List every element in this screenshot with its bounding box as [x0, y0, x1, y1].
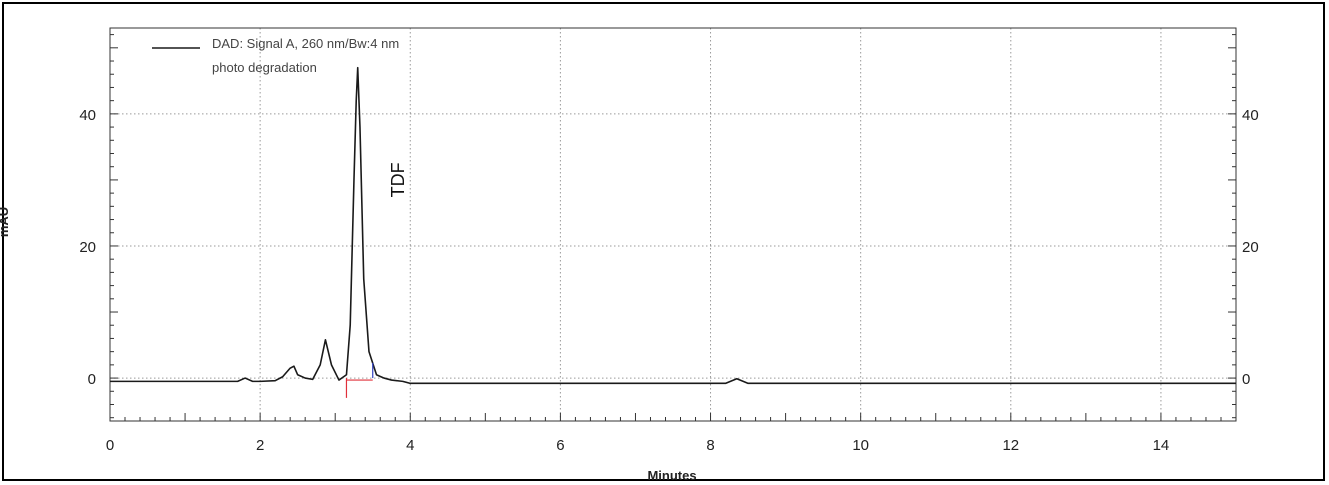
series-line-0 — [110, 66, 1236, 385]
x-tick-label: 6 — [556, 437, 564, 454]
y-axis-title: mAU — [0, 207, 11, 237]
x-tick-label: 8 — [706, 437, 714, 454]
label-layer: 0 2 4 6 8 10 12 14 0 0 20 20 40 40 TDF — [79, 107, 1258, 454]
x-tick-label: 12 — [1002, 437, 1019, 454]
y-tick-label-right: 20 — [1242, 239, 1259, 256]
legend-series-label: DAD: Signal A, 260 nm/Bw:4 nm — [212, 36, 399, 51]
x-tick-label: 14 — [1153, 437, 1170, 454]
y-tick-label-left: 40 — [79, 107, 96, 124]
x-tick-label: 4 — [406, 437, 414, 454]
y-tick-label-left: 0 — [88, 371, 96, 388]
x-axis-title: Minutes — [647, 468, 696, 483]
plot-area-border — [109, 27, 1237, 422]
x-tick-label: 2 — [256, 437, 264, 454]
y-tick-label-right: 40 — [1242, 107, 1259, 124]
y-tick-label-right: 0 — [1242, 371, 1250, 388]
peak-label-tdf: TDF — [388, 162, 408, 197]
x-tick-label: 0 — [106, 437, 114, 454]
grid-layer — [110, 28, 1236, 421]
axes-layer — [109, 27, 1237, 422]
x-tick-label: 10 — [852, 437, 869, 454]
y-tick-label-left: 20 — [79, 239, 96, 256]
legend-subtitle: photo degradation — [212, 60, 317, 75]
series-layer — [110, 66, 1236, 398]
